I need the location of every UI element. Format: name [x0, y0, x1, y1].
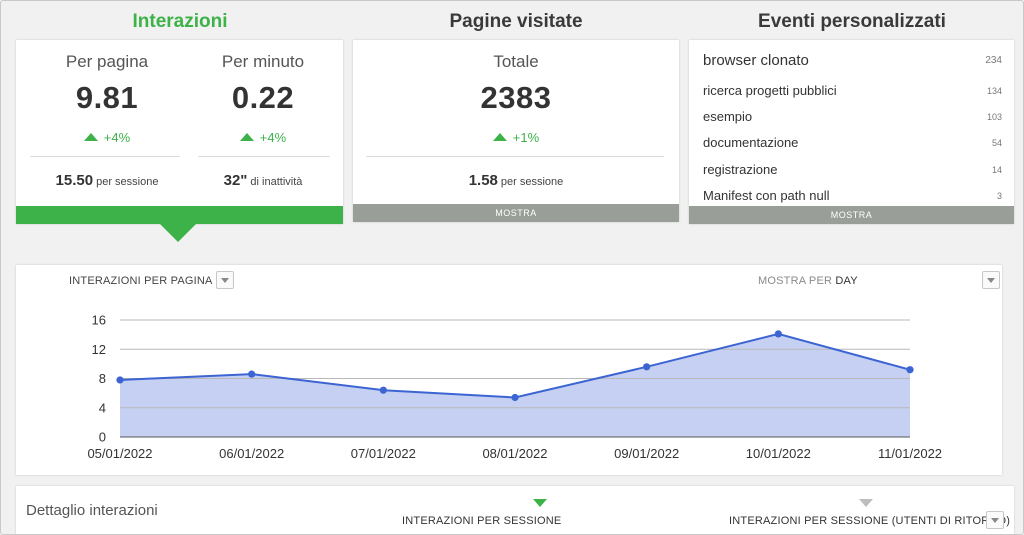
per-minute-delta: +4%	[182, 130, 344, 145]
pages-visited-column-title[interactable]: Pagine visitate	[449, 11, 583, 32]
total-value: 2383	[480, 80, 552, 115]
total-delta: +1%	[353, 130, 679, 145]
detail-dropdown[interactable]	[986, 511, 1004, 529]
event-name: browser clonato	[703, 52, 809, 69]
per-page-label: Per pagina	[65, 52, 149, 71]
per-page-delta: +4%	[16, 130, 198, 145]
interactions-column-title[interactable]: Interazioni	[132, 11, 228, 32]
per-session-stat: 15.50 per sessione	[55, 172, 159, 189]
data-point	[116, 376, 124, 384]
event-count: 14	[991, 165, 1002, 175]
event-row[interactable]: esempio 103	[703, 109, 1002, 133]
series-area	[120, 333, 910, 437]
x-tick-label: 07/01/2022	[351, 446, 416, 461]
interactions-card[interactable]: Per pagina 9.81 +4% Per minuto 0.22 +4% …	[16, 40, 343, 224]
custom-events-column-title[interactable]: Eventi personalizzati	[758, 11, 946, 32]
divider	[198, 156, 330, 157]
per-minute-metric: Per minuto 0.22 +4%	[182, 52, 344, 145]
x-tick-label: 06/01/2022	[219, 446, 284, 461]
detail-title: Dettaglio interazioni	[26, 502, 158, 519]
selected-pointer-icon	[160, 224, 196, 242]
custom-events-card[interactable]: browser clonato 234 ricerca progetti pub…	[689, 40, 1014, 224]
event-row[interactable]: documentazione 54	[703, 135, 1002, 159]
event-name: Manifest con path null	[703, 188, 830, 203]
event-row[interactable]: Manifest con path null 3	[703, 188, 1002, 212]
event-name: esempio	[703, 109, 753, 124]
divider	[30, 156, 180, 157]
x-tick-label: 08/01/2022	[482, 446, 547, 461]
x-tick-label: 11/01/2022	[878, 446, 942, 461]
active-tab-indicator-icon	[533, 499, 547, 507]
data-point	[774, 330, 782, 338]
inactive-tab-indicator-icon	[859, 499, 873, 507]
event-row[interactable]: registrazione 14	[703, 162, 1002, 186]
y-tick-label: 0	[99, 430, 106, 445]
pages-visited-card[interactable]: Totale 2383 +1% 1.58 per sessione MOSTRA	[353, 40, 679, 222]
show-by-selector[interactable]: MOSTRA PER DAY	[758, 275, 858, 287]
event-count: 234	[985, 55, 1002, 66]
interactions-per-page-chart: 0 4 8 12 16 05/01/2022 06/01/2022 07/01/2022 08/…	[87, 313, 942, 462]
y-tick-label: 12	[92, 342, 106, 357]
divider	[366, 156, 664, 157]
data-point	[643, 363, 651, 371]
event-name: registrazione	[703, 162, 778, 177]
per-minute-value: 0.22	[231, 80, 295, 115]
event-count: 134	[986, 86, 1002, 96]
event-count: 103	[986, 112, 1002, 122]
event-name: documentazione	[703, 135, 799, 150]
detail-card: Dettaglio interazioni INTERAZIONI PER SE…	[16, 486, 1014, 535]
trend-up-icon	[83, 133, 98, 141]
trend-up-icon	[239, 133, 254, 141]
per-page-metric: Per pagina 9.81 +4%	[16, 52, 198, 145]
x-tick-label: 10/01/2022	[746, 446, 811, 461]
inactivity-stat: 32" di inattività	[223, 172, 303, 189]
event-count: 54	[991, 138, 1002, 148]
trend-up-icon	[492, 133, 507, 141]
total-metric: Totale 2383 +1%	[353, 52, 679, 145]
tab-interactions-per-session-returning[interactable]: INTERAZIONI PER SESSIONE (UTENTI DI RITO…	[729, 515, 1011, 527]
per-page-value: 9.81	[75, 80, 139, 115]
x-tick-label: 05/01/2022	[87, 446, 152, 461]
x-tick-label: 09/01/2022	[614, 446, 679, 461]
chart-card: INTERAZIONI PER PAGINA MOSTRA PER DAY 0 4…	[16, 265, 1002, 475]
y-tick-label: 16	[92, 313, 106, 328]
event-name: ricerca progetti pubblici	[703, 83, 837, 98]
data-point	[511, 393, 519, 402]
data-point	[906, 366, 914, 374]
events-show-button[interactable]: MOSTRA	[689, 206, 1014, 224]
data-point	[248, 370, 256, 378]
total-label: Totale	[493, 52, 539, 71]
chart-title: INTERAZIONI PER PAGINA	[69, 275, 213, 287]
interactions-selected-bar[interactable]	[16, 206, 343, 224]
y-tick-label: 4	[99, 400, 106, 415]
per-minute-label: Per minuto	[221, 52, 305, 71]
show-by-dropdown[interactable]	[982, 271, 1000, 289]
event-row[interactable]: browser clonato 234	[703, 52, 1002, 76]
data-point	[379, 386, 387, 394]
chart-metric-dropdown[interactable]	[216, 271, 234, 289]
event-row[interactable]: ricerca progetti pubblici 134	[703, 83, 1002, 107]
y-tick-label: 8	[99, 371, 106, 386]
pages-show-button[interactable]: MOSTRA	[353, 204, 679, 222]
pages-per-session-stat: 1.58 per sessione	[468, 172, 564, 189]
event-count: 3	[996, 191, 1002, 201]
tab-interactions-per-session[interactable]: INTERAZIONI PER SESSIONE	[402, 515, 562, 527]
